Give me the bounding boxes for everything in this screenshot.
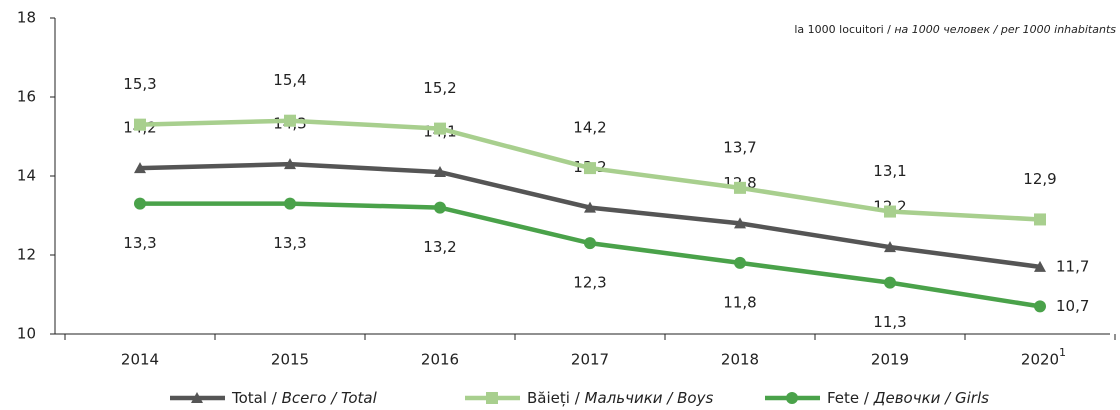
x-tick-label: 2018 [721, 351, 759, 369]
data-point [434, 166, 446, 178]
data-point [734, 217, 746, 229]
data-point [884, 276, 896, 289]
data-point [284, 197, 296, 210]
data-label: 10,7 [1056, 297, 1089, 315]
chart-subtitle: la 1000 locuitori / на 1000 человек / pe… [794, 23, 1116, 36]
y-tick-label: 12 [17, 246, 36, 264]
y-tick-label: 16 [17, 88, 36, 106]
data-label: 12,9 [1023, 170, 1056, 188]
data-label: 15,4 [273, 71, 306, 89]
y-tick-label: 14 [17, 167, 36, 185]
x-tick-label: 2019 [871, 351, 909, 369]
data-point [434, 201, 446, 214]
data-label: 11,8 [723, 293, 756, 311]
data-point [134, 118, 146, 131]
data-point [134, 162, 146, 174]
data-label: 12,3 [573, 274, 606, 292]
data-point [584, 201, 596, 213]
y-tick-label: 18 [17, 9, 36, 27]
data-label: 11,7 [1056, 257, 1089, 275]
legend-label: Fete / Девочки / Girls [827, 389, 989, 407]
data-point [434, 122, 446, 135]
legend-marker [486, 392, 498, 404]
legend-marker [191, 392, 203, 403]
data-label: 13,3 [123, 234, 156, 252]
legend-marker [786, 392, 798, 404]
data-point [884, 241, 896, 253]
legend-label: Băieți / Мальчики / Boys [527, 389, 713, 407]
data-point [584, 237, 596, 250]
data-label: 13,3 [273, 234, 306, 252]
data-label: 15,3 [123, 75, 156, 93]
x-tick-superscript: 1 [1059, 346, 1066, 359]
data-point [1034, 260, 1046, 272]
x-tick-label: 2014 [121, 351, 159, 369]
data-label: 13,1 [873, 162, 906, 180]
data-point [734, 256, 746, 269]
data-label: 15,2 [423, 79, 456, 97]
data-point [1034, 300, 1046, 313]
x-tick-label: 2017 [571, 351, 609, 369]
x-tick-label: 2015 [271, 351, 309, 369]
data-point [134, 197, 146, 210]
data-point [1034, 213, 1046, 226]
data-point [584, 162, 596, 175]
data-point [284, 114, 296, 127]
data-point [284, 158, 296, 170]
data-label: 13,7 [723, 138, 756, 156]
data-point [884, 205, 896, 218]
data-label: 11,3 [873, 313, 906, 331]
x-tick-label: 2016 [421, 351, 459, 369]
data-label: 13,2 [423, 238, 456, 256]
x-tick-label: 2020 [1021, 351, 1059, 369]
data-point [734, 181, 746, 194]
data-label: 14,2 [573, 119, 606, 137]
legend-label: Total / Всего / Total [231, 389, 378, 407]
y-tick-label: 10 [17, 325, 36, 343]
